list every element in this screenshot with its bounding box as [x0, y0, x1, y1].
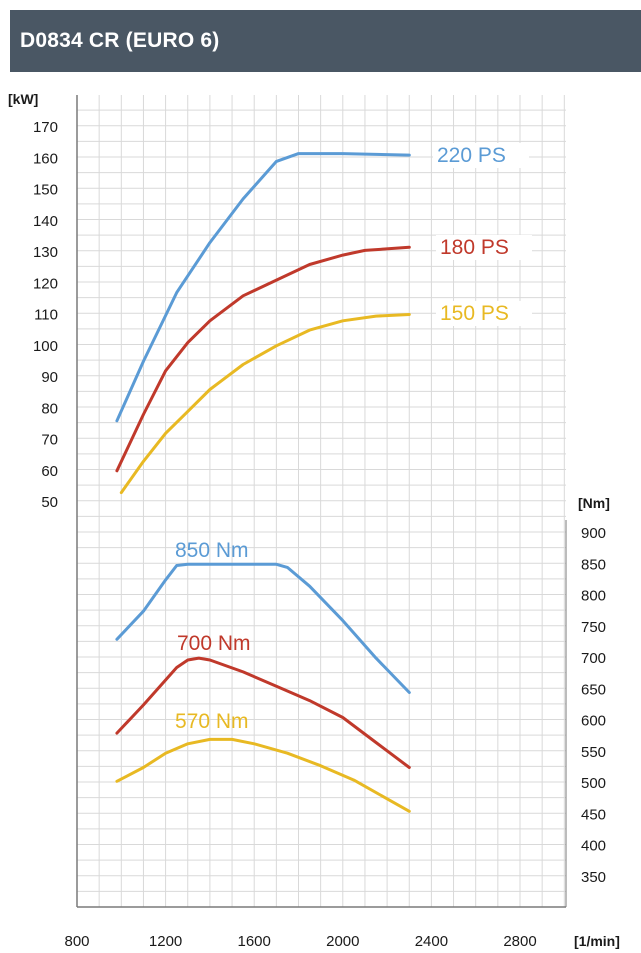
- series-labels: 220 PS 180 PS 150 PS 850 Nm 700 Nm 570 Nm: [175, 143, 532, 733]
- x-tick-label: 1200: [149, 933, 182, 950]
- torque-unit-label: [Nm]: [578, 495, 610, 511]
- torque-tick-label: 650: [581, 681, 606, 698]
- series-lines: [115, 152, 411, 813]
- power-tick-label: 170: [33, 119, 58, 136]
- power-line-150-ps: [119, 313, 411, 495]
- x-unit-label: [1/min]: [574, 933, 620, 949]
- power-tick-label: 100: [33, 338, 58, 355]
- torque-series-label: 700 Nm: [177, 632, 251, 655]
- x-tick-label: 2400: [415, 933, 448, 950]
- torque-tick-label: 800: [581, 588, 606, 605]
- power-tick-label: 60: [41, 463, 58, 480]
- torque-series-label: 570 Nm: [175, 710, 249, 733]
- torque-line-570-nm: [115, 737, 411, 813]
- torque-tick-label: 450: [581, 806, 606, 823]
- torque-tick-label: 900: [581, 525, 606, 542]
- torque-tick-label: 600: [581, 713, 606, 730]
- power-line-220-ps: [115, 152, 411, 423]
- torque-tick-label: 500: [581, 775, 606, 792]
- power-unit-label: [kW]: [8, 91, 38, 107]
- torque-tick-label: 700: [581, 650, 606, 667]
- chart-header: D0834 CR (EURO 6): [10, 10, 641, 72]
- x-tick-label: 2800: [503, 933, 536, 950]
- label-background: [433, 143, 529, 168]
- power-tick-label: 50: [41, 494, 58, 511]
- label-background: [436, 301, 532, 326]
- page-title: D0834 CR (EURO 6): [20, 29, 220, 52]
- power-tick-label: 70: [41, 432, 58, 449]
- power-tick-label: 150: [33, 182, 58, 199]
- torque-tick-label: 750: [581, 619, 606, 636]
- power-tick-label: 120: [33, 275, 58, 292]
- power-series-label: 220 PS: [437, 144, 506, 167]
- power-line-180-ps: [115, 245, 411, 473]
- power-tick-label: 110: [34, 307, 58, 324]
- torque-line-700-nm: [115, 656, 411, 769]
- x-tick-label: 1600: [238, 933, 271, 950]
- power-tick-label: 80: [41, 400, 58, 417]
- power-tick-label: 130: [33, 244, 58, 261]
- torque-line-850-nm: [115, 562, 411, 694]
- torque-tick-label: 350: [581, 869, 606, 886]
- grid: [76, 95, 566, 908]
- power-series-label: 150 PS: [440, 302, 509, 325]
- label-background: [436, 235, 532, 260]
- torque-tick-label: 850: [581, 556, 606, 573]
- torque-tick-label: 550: [581, 744, 606, 761]
- torque-series-label: 850 Nm: [175, 539, 249, 562]
- torque-tick-label: 400: [581, 838, 606, 855]
- x-tick-label: 800: [64, 933, 89, 950]
- power-tick-label: 140: [33, 213, 58, 230]
- power-tick-label: 160: [33, 150, 58, 167]
- x-tick-label: 2000: [326, 933, 359, 950]
- axes: 50 60 70 80 90 100 110 120 130 140 150 160 170 [kW] 35…: [8, 91, 620, 950]
- power-tick-label: 90: [41, 369, 58, 386]
- power-series-label: 180 PS: [440, 236, 509, 259]
